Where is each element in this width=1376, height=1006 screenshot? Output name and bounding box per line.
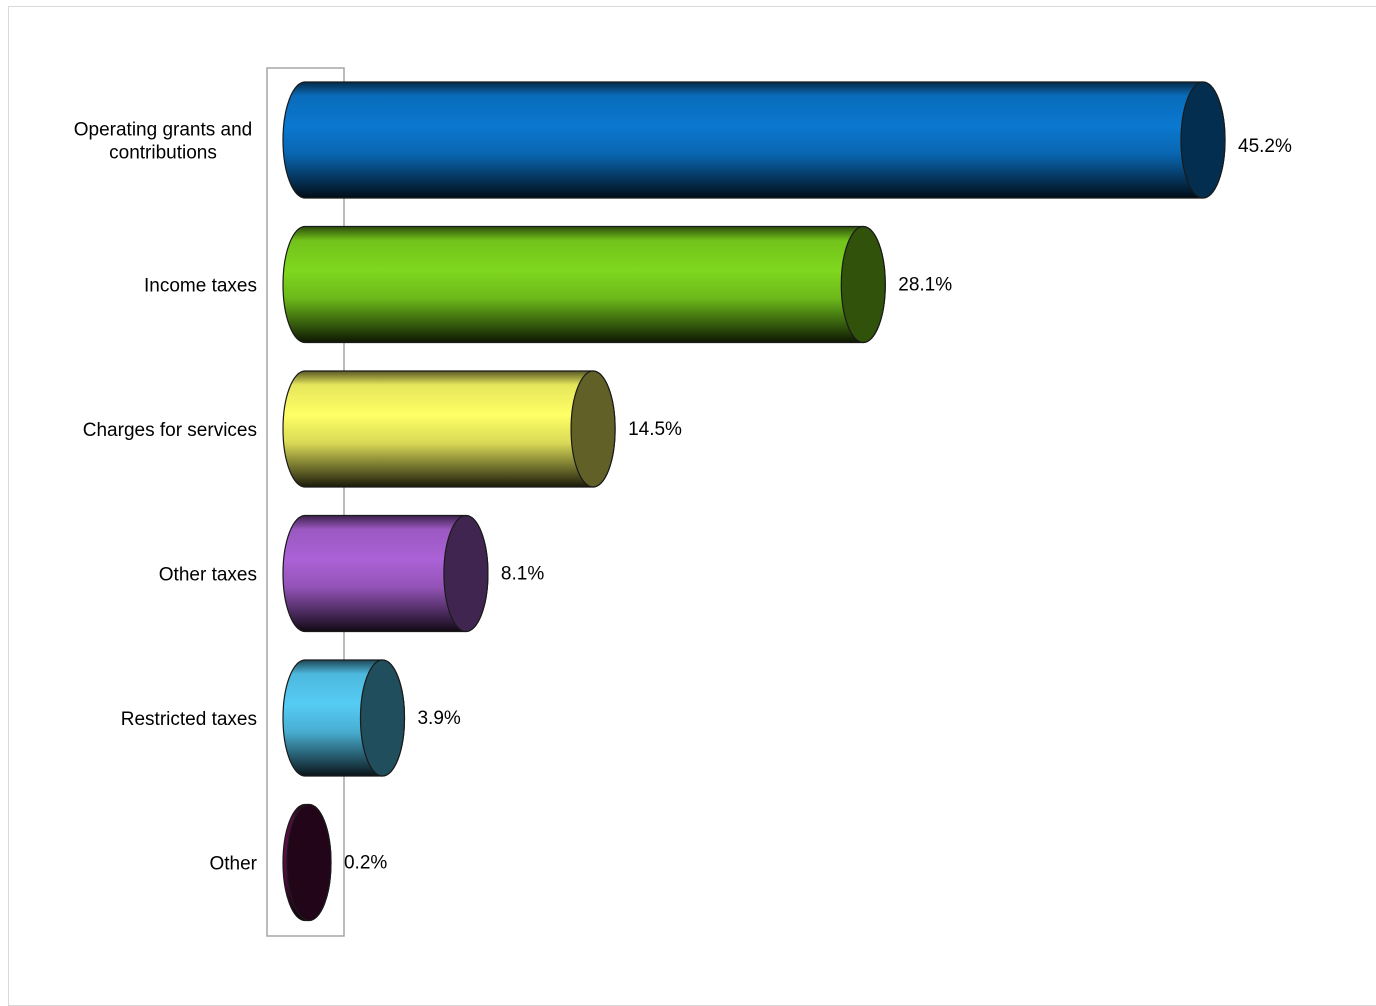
plot-floor-wall <box>266 67 345 937</box>
category-label: Other taxes <box>159 565 257 586</box>
bar-3 <box>282 370 616 488</box>
bar-end-cap <box>286 803 332 922</box>
bar-body <box>282 81 1226 199</box>
value-label: 28.1% <box>898 275 952 296</box>
bar-end-cap <box>443 514 489 633</box>
value-label: 14.5% <box>628 419 682 440</box>
value-label: 0.2% <box>344 853 387 874</box>
bar-end-cap <box>570 370 616 488</box>
bar-5 <box>282 659 406 777</box>
bar-body <box>282 225 886 344</box>
bar-6 <box>282 803 332 922</box>
bar-end-cap <box>1180 81 1226 199</box>
category-label: Other <box>209 854 257 875</box>
category-label: Operating grants and contributions <box>74 120 253 164</box>
bar-4 <box>282 514 489 633</box>
bar-body <box>282 370 616 488</box>
bar-end-cap <box>359 659 406 777</box>
value-label: 3.9% <box>417 708 460 729</box>
value-label: 45.2% <box>1238 136 1292 157</box>
category-label: Charges for services <box>83 420 257 441</box>
category-label: Income taxes <box>144 276 257 297</box>
value-label: 8.1% <box>501 564 544 585</box>
bar-2 <box>282 225 886 344</box>
category-label: Restricted taxes <box>121 709 257 730</box>
bar-end-cap <box>840 225 886 344</box>
bar-1 <box>282 81 1226 199</box>
